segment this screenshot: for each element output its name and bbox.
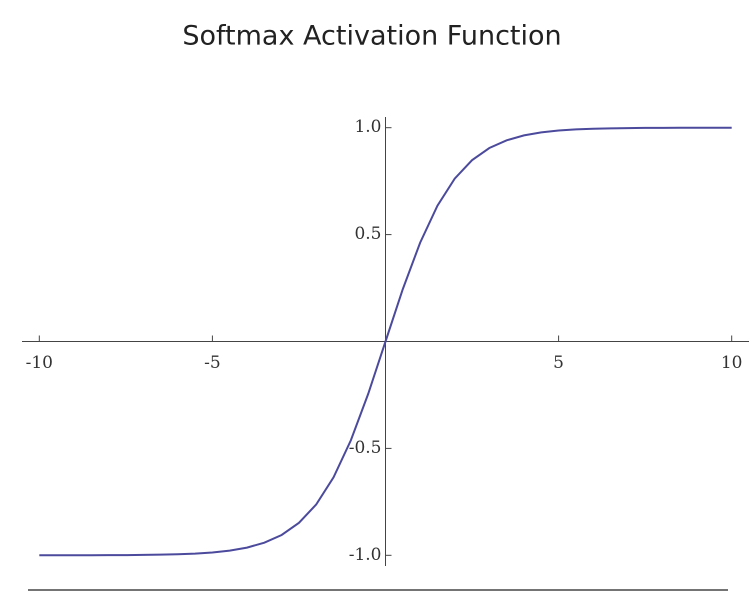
x-tick-label: -10 bbox=[26, 353, 53, 373]
y-tick-label: 1.0 bbox=[354, 117, 381, 137]
x-tick-label: -5 bbox=[204, 353, 221, 373]
x-tick-label: 5 bbox=[553, 353, 564, 373]
chart-title: Softmax Activation Function bbox=[182, 21, 561, 52]
series-line bbox=[39, 126, 732, 557]
y-tick-label: -0.5 bbox=[349, 438, 382, 458]
x-tick-label: 10 bbox=[721, 353, 743, 373]
y-tick-label: -1.0 bbox=[349, 545, 382, 565]
y-tick-label: 0.5 bbox=[354, 224, 381, 244]
